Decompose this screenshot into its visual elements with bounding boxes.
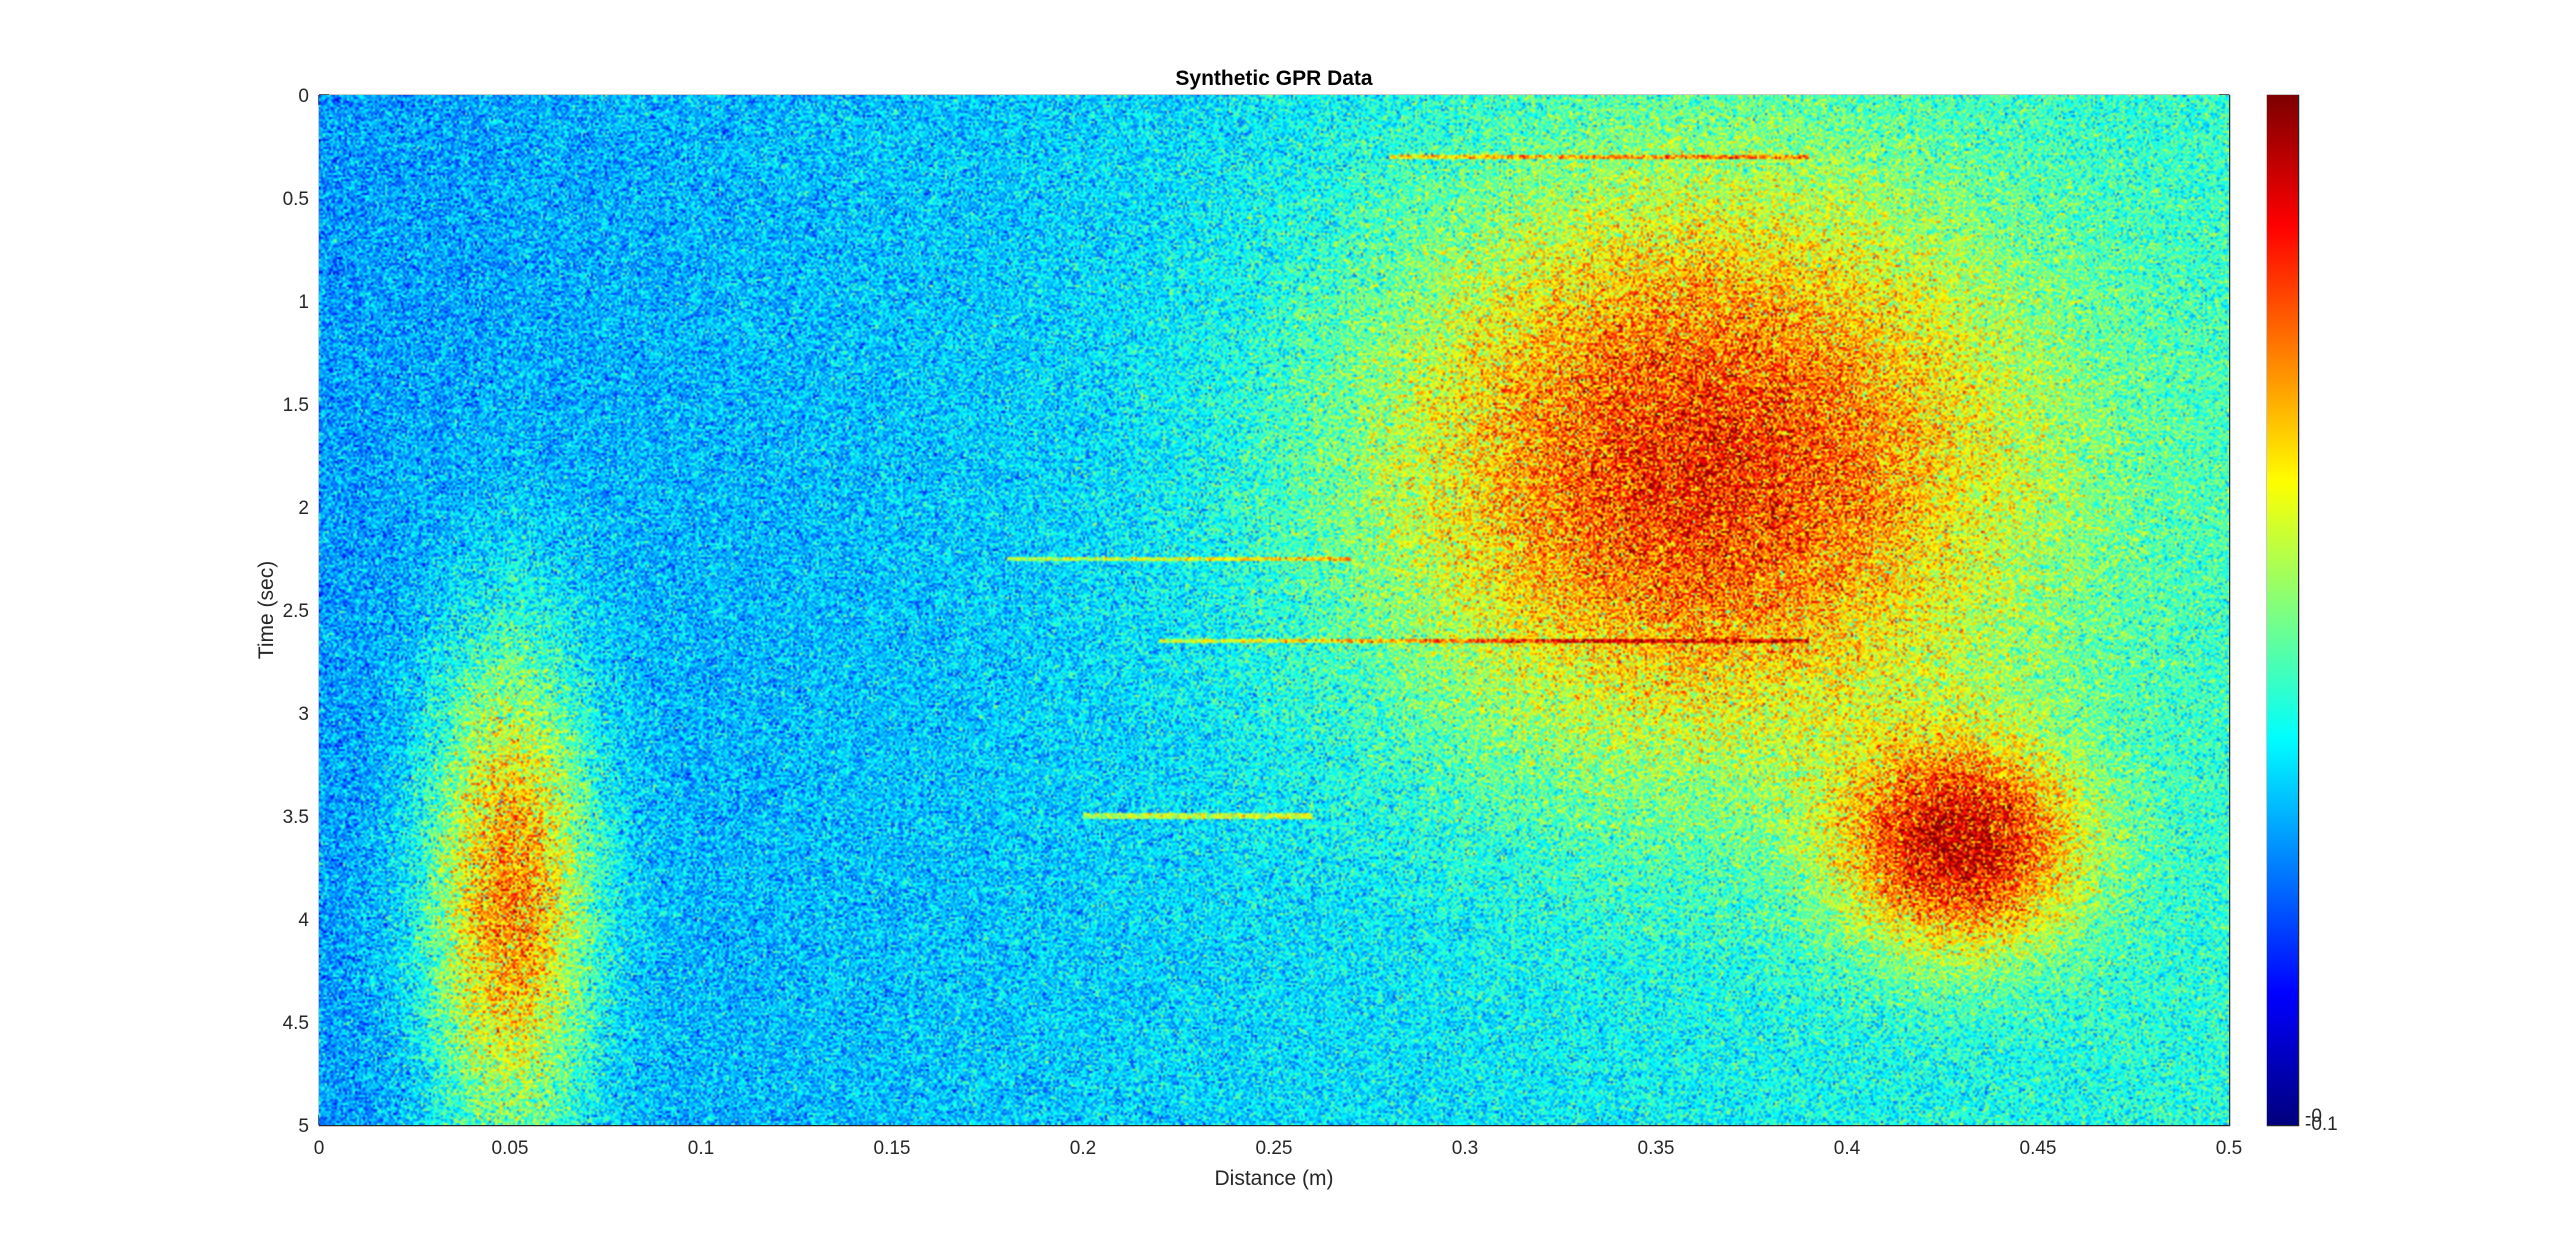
heatmap-image <box>319 95 2229 1125</box>
x-tick-label: 0.35 <box>1638 1138 1675 1159</box>
x-tick-label: 0.1 <box>688 1138 714 1159</box>
y-tick-label: 4 <box>298 910 309 931</box>
y-tick-label: 4.5 <box>283 1013 309 1034</box>
y-tick-label: 1 <box>298 292 309 313</box>
y-tick-label: 2 <box>298 498 309 519</box>
colorbar-tick-label: -0 <box>2305 1106 2322 1127</box>
x-tick-label: 0 <box>314 1138 325 1159</box>
y-axis-title: Time (sec) <box>255 561 278 659</box>
x-tick-label: 0.3 <box>1452 1138 1478 1159</box>
x-tick-label: 0.5 <box>2216 1138 2242 1159</box>
x-tick-label: 0.2 <box>1070 1138 1096 1159</box>
y-tick-label: 0 <box>298 86 309 107</box>
y-tick-label: 2.5 <box>283 601 309 622</box>
y-tick-label: 3.5 <box>283 807 309 828</box>
colorbar <box>2267 95 2298 1125</box>
y-tick-label: 3 <box>298 704 309 725</box>
y-tick-label: 1.5 <box>283 395 309 416</box>
x-tick-label: 0.45 <box>2020 1138 2057 1159</box>
x-tick-label: 0.4 <box>1834 1138 1861 1159</box>
x-tick-label: 0.15 <box>874 1138 911 1159</box>
x-axis-title: Distance (m) <box>1214 1167 1333 1190</box>
x-tick-label: 0.25 <box>1256 1138 1293 1159</box>
chart-title: Synthetic GPR Data <box>1175 67 1373 90</box>
colorbar-axis: -0-0.1 <box>2291 1106 2338 1135</box>
x-tick-label: 0.05 <box>492 1138 529 1159</box>
y-tick-label: 5 <box>298 1116 309 1137</box>
colorbar-tick-label: -0.1 <box>2305 1114 2338 1135</box>
y-tick-label: 0.5 <box>283 189 309 210</box>
